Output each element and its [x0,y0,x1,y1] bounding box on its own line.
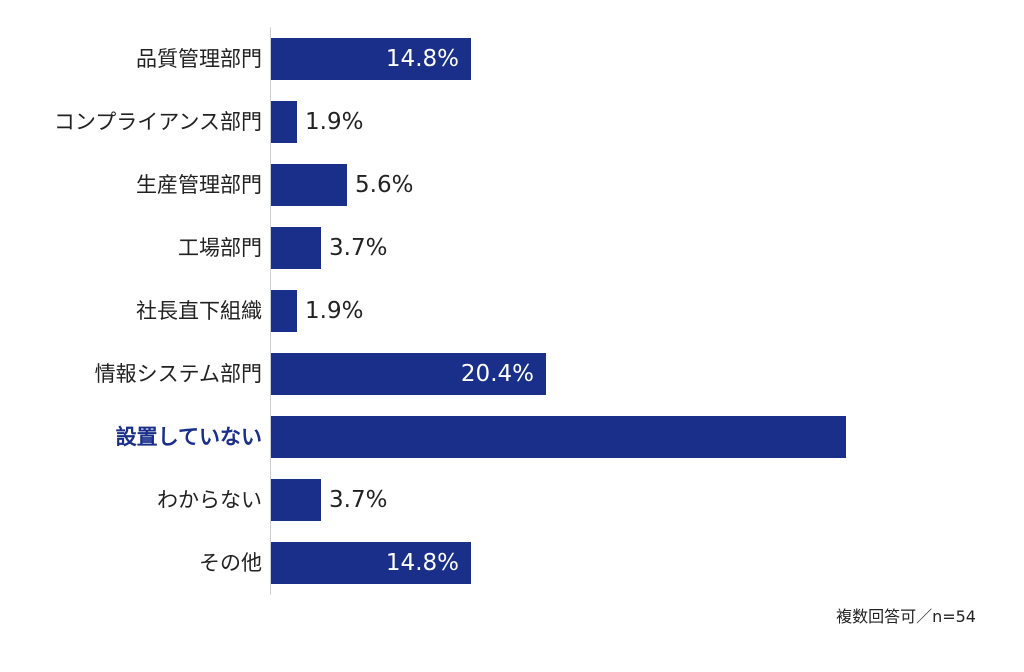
category-label: 生産管理部門 [136,173,262,197]
category-label: 品質管理部門 [136,47,262,71]
value-label: 14.8% [386,550,459,576]
category-label: 工場部門 [178,236,262,260]
bar [271,101,297,143]
value-label: 5.6% [355,172,413,198]
category-label: その他 [199,551,262,575]
category-label: 設置していない [116,425,262,449]
value-label: 1.9% [305,109,363,135]
bar [271,290,297,332]
bar [271,416,846,458]
bar [271,479,321,521]
value-label: 3.7% [329,487,387,513]
bar [271,542,471,584]
category-label: わからない [157,488,262,512]
bar [271,164,347,206]
category-label: 社長直下組織 [136,299,262,323]
value-label: 20.4% [461,361,534,387]
category-label: 情報システム部門 [95,362,262,386]
bar [271,353,546,395]
value-label: 42.6% [754,424,834,450]
bar [271,38,471,80]
value-label: 1.9% [305,298,363,324]
bar [271,227,321,269]
value-label: 14.8% [386,46,459,72]
category-label: コンプライアンス部門 [54,110,262,134]
value-label: 3.7% [329,235,387,261]
sample-note: 複数回答可／n=54 [836,607,976,626]
